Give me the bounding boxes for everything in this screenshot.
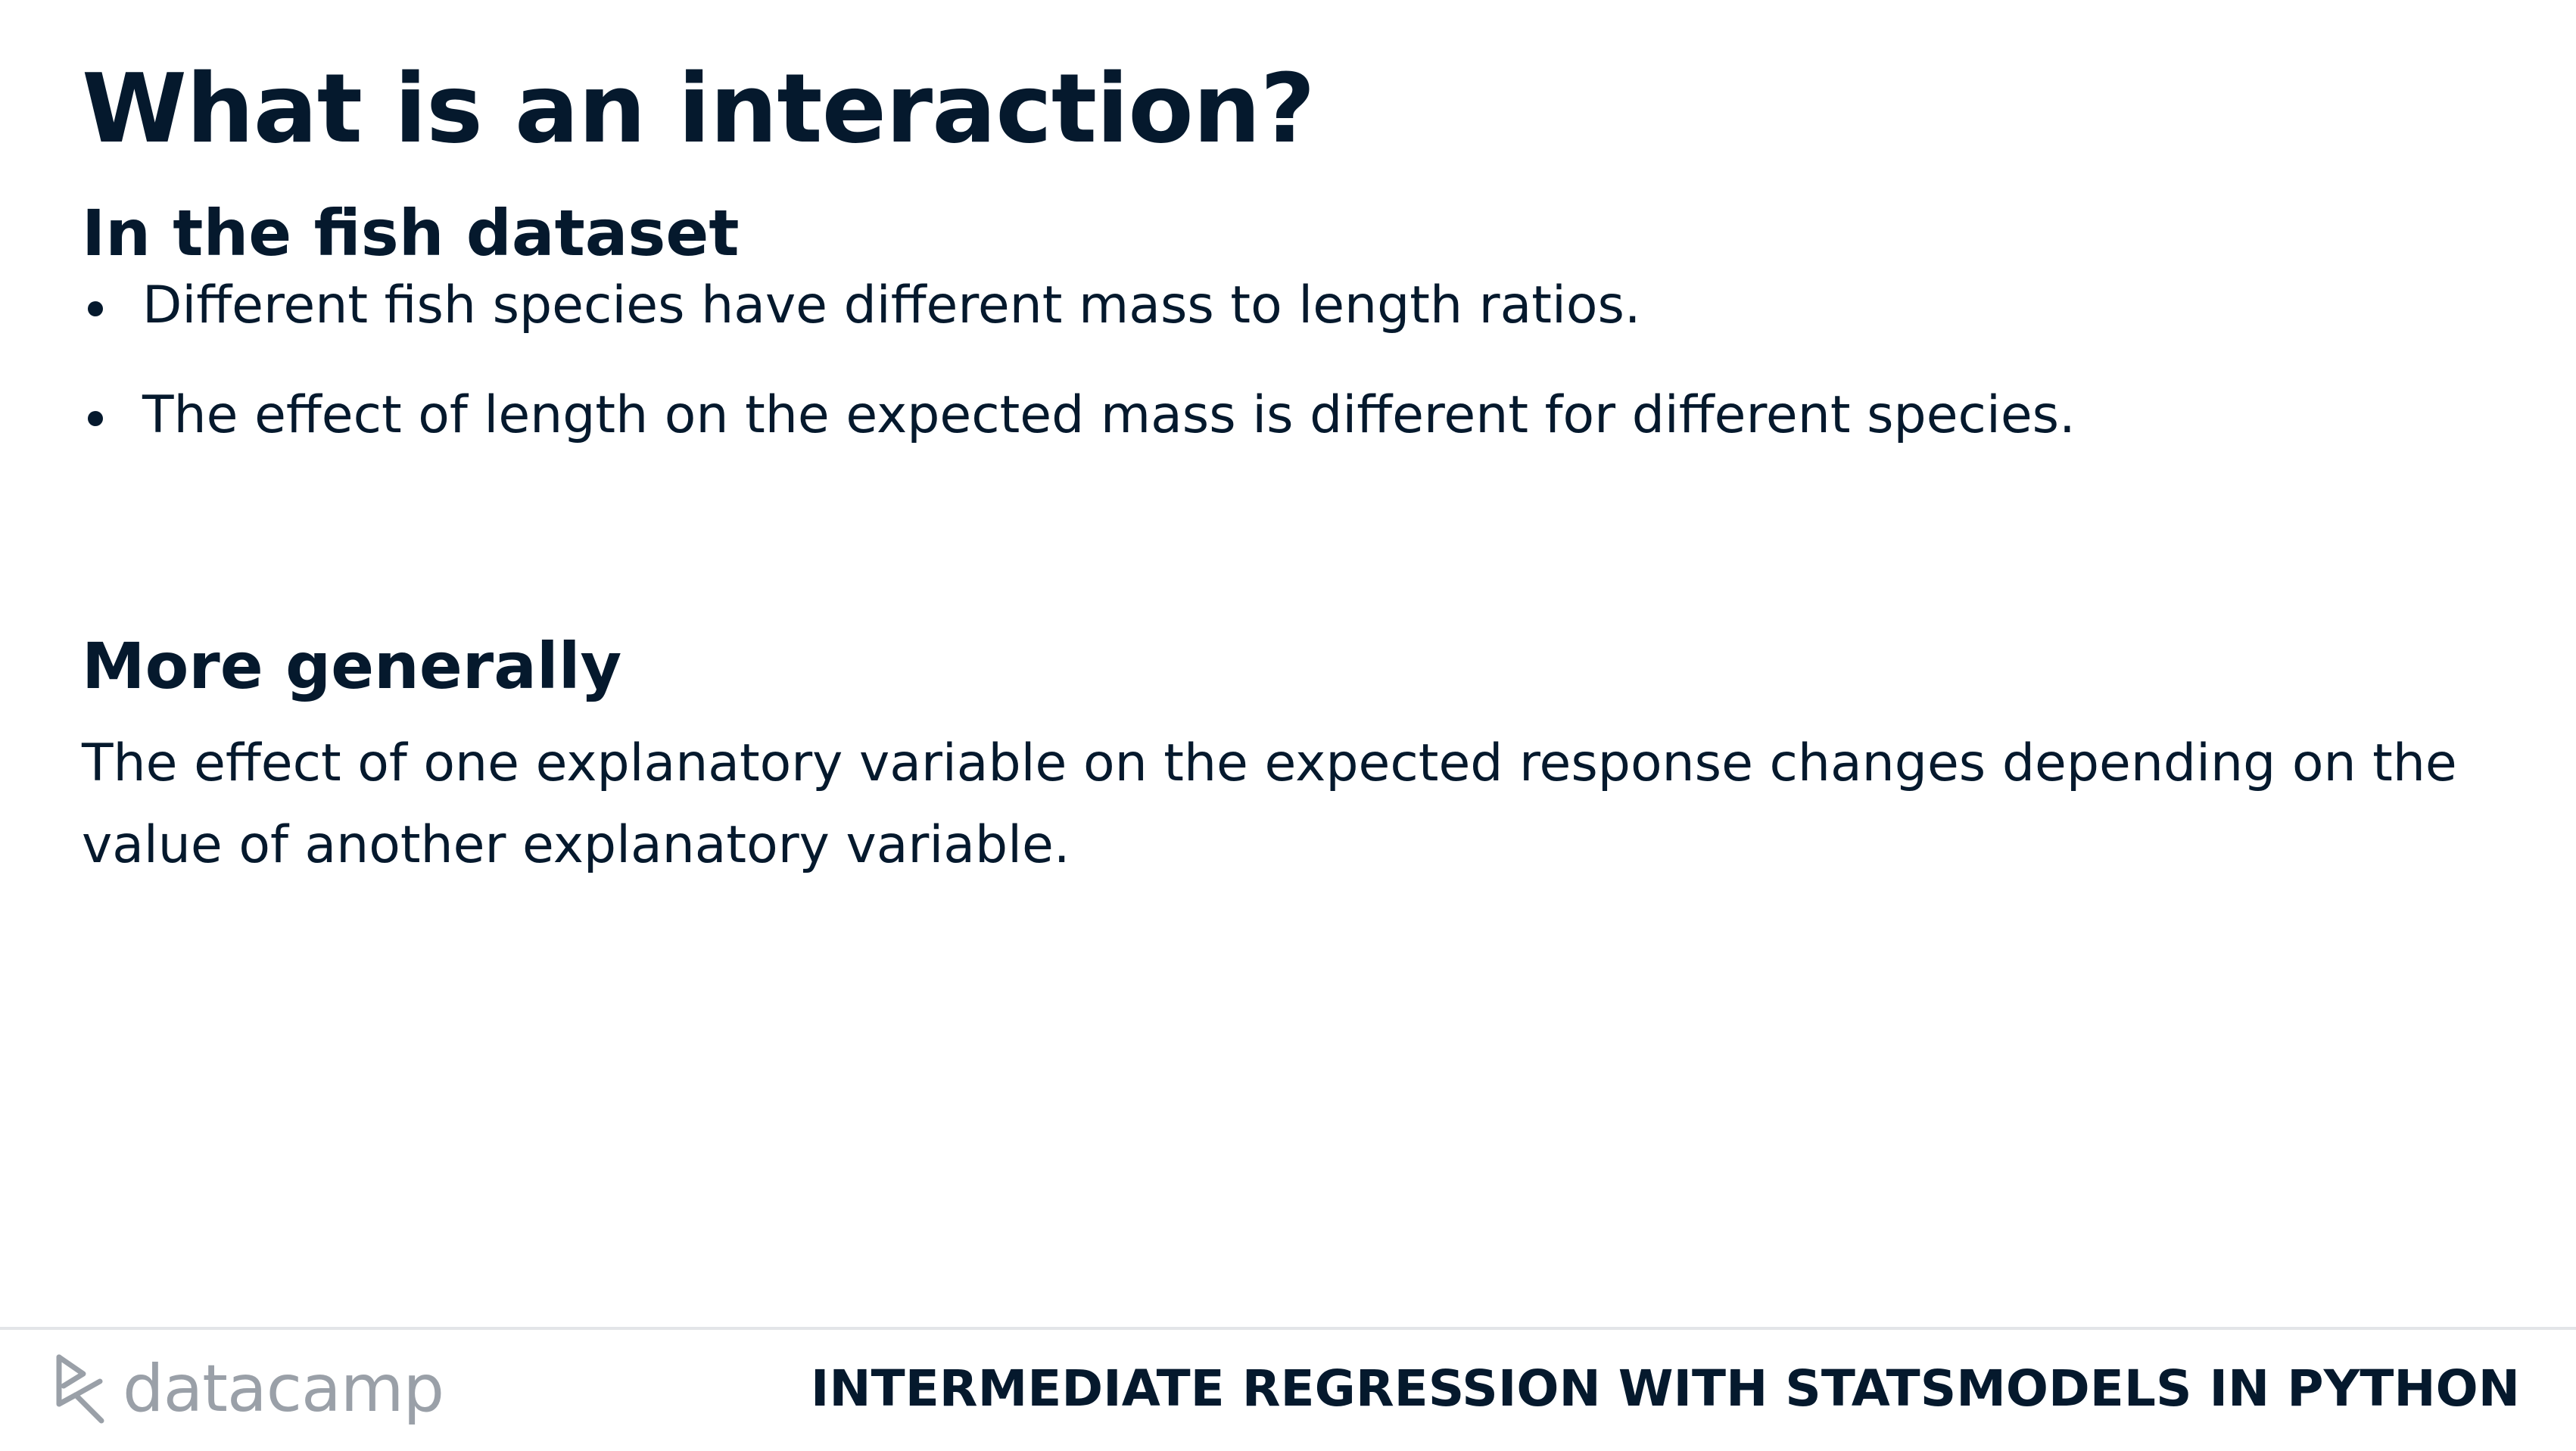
datacamp-logo-icon bbox=[56, 1354, 104, 1424]
section-heading-more-generally: More generally bbox=[82, 629, 622, 703]
logo-text: datacamp bbox=[123, 1351, 444, 1427]
bullet-dot-icon bbox=[88, 301, 103, 316]
bullet-item: The effect of length on the expected mas… bbox=[82, 382, 2076, 492]
bullet-list: Different fish species have different ma… bbox=[82, 272, 2076, 492]
slide-title: What is an interaction? bbox=[82, 53, 1316, 164]
section-heading-fish-dataset: In the fish dataset bbox=[82, 196, 740, 270]
course-title: INTERMEDIATE REGRESSION WITH STATSMODELS… bbox=[810, 1359, 2520, 1418]
bullet-text: The effect of length on the expected mas… bbox=[142, 385, 2076, 445]
body-paragraph: The effect of one explanatory variable o… bbox=[82, 733, 2457, 875]
footer-divider bbox=[0, 1327, 2576, 1330]
bullet-dot-icon bbox=[88, 411, 103, 426]
footer-logo: datacamp bbox=[53, 1347, 444, 1431]
bullet-item: Different fish species have different ma… bbox=[82, 272, 2076, 382]
bullet-text: Different fish species have different ma… bbox=[142, 276, 1641, 335]
